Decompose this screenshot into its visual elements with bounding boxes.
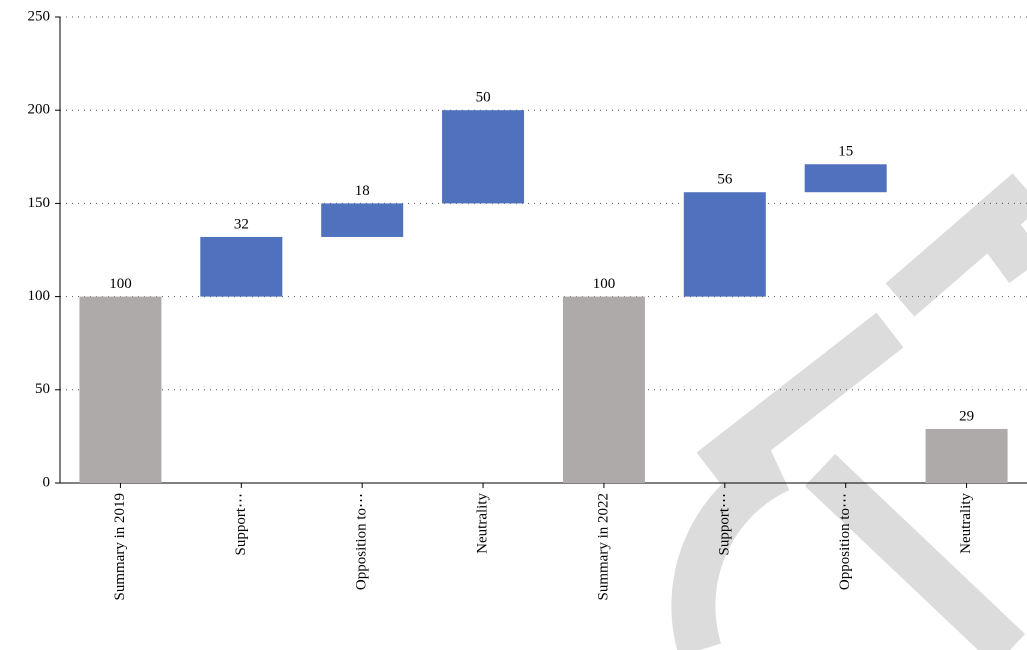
bar xyxy=(683,192,766,297)
bar xyxy=(321,203,404,237)
watermark-stroke xyxy=(671,450,790,650)
x-tick-label: Neutrality xyxy=(475,493,491,554)
x-tick-label: Neutrality xyxy=(958,493,974,554)
y-tick-label: 100 xyxy=(28,288,51,304)
watermark-stroke xyxy=(885,173,1027,317)
watermark-stroke xyxy=(804,454,1026,650)
x-tick-label: Summary in 2022 xyxy=(595,493,611,601)
value-label: 50 xyxy=(476,90,491,106)
y-tick-label: 200 xyxy=(28,102,51,118)
x-tick-label: Support⋯ xyxy=(233,493,249,556)
value-label: 15 xyxy=(838,144,853,160)
value-label: 100 xyxy=(109,276,132,292)
y-tick-label: 0 xyxy=(43,474,51,490)
y-tick-label: 150 xyxy=(28,195,51,211)
x-tick-label: Support⋯ xyxy=(716,493,732,556)
value-label: 32 xyxy=(234,216,249,232)
bar xyxy=(925,428,1008,483)
bar xyxy=(79,296,162,483)
x-tick-label: Opposition to⋯ xyxy=(837,493,853,590)
bar xyxy=(804,164,887,193)
x-tick-label: Opposition to⋯ xyxy=(354,493,370,590)
y-tick-label: 250 xyxy=(28,8,51,24)
bar xyxy=(200,236,283,297)
watermark xyxy=(671,173,1027,650)
y-tick-label: 50 xyxy=(35,381,50,397)
value-label: 56 xyxy=(717,172,733,188)
watermark-stroke xyxy=(696,312,904,488)
value-label: 100 xyxy=(593,276,616,292)
x-tick-label: Summary in 2019 xyxy=(112,493,128,601)
bar xyxy=(442,110,525,204)
value-label: 29 xyxy=(959,408,974,424)
value-label: 18 xyxy=(355,183,370,199)
bar xyxy=(562,296,645,483)
